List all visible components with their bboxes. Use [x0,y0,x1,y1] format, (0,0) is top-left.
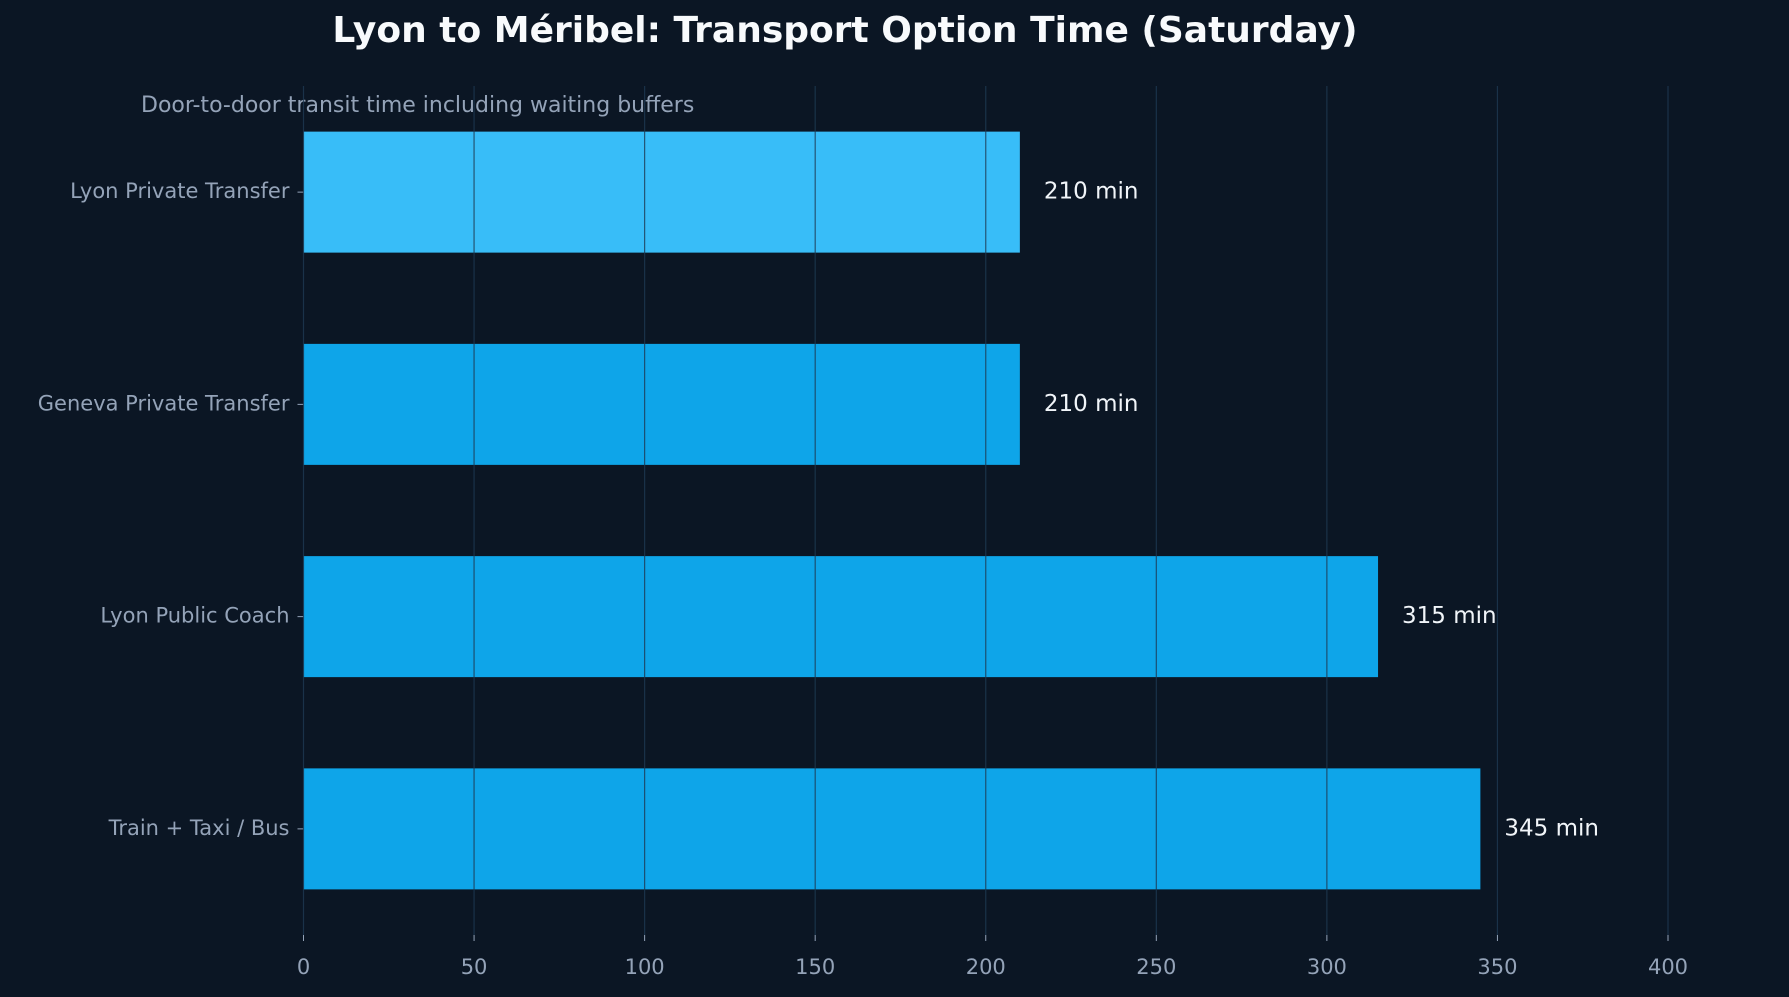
y-tick-label: Train + Taxi / Bus [108,816,290,840]
x-tick-label: 300 [1307,955,1347,979]
value-label: 315 min [1402,603,1497,629]
bar [303,343,1020,465]
y-tick-label: Lyon Public Coach [100,604,289,628]
x-tick-label: 150 [795,955,835,979]
y-tick-label: Geneva Private Transfer [38,391,290,415]
x-tick-label: 400 [1648,955,1688,979]
value-label: 210 min [1044,179,1139,205]
chart-subtitle: Door-to-door transit time including wait… [141,93,694,118]
x-tick-label: 250 [1136,955,1176,979]
value-label: 210 min [1044,391,1139,417]
x-tick-label: 0 [297,955,310,979]
bar [303,768,1481,890]
bar [303,131,1020,253]
x-tick-label: 100 [625,955,665,979]
bar [303,556,1379,678]
x-tick-label: 350 [1477,955,1517,979]
x-tick-label: 200 [966,955,1006,979]
value-label: 345 min [1504,815,1599,841]
chart-title: Lyon to Méribel: Transport Option Time (… [332,10,1357,51]
x-tick-label: 50 [461,955,488,979]
y-tick-label: Lyon Private Transfer [70,179,290,203]
